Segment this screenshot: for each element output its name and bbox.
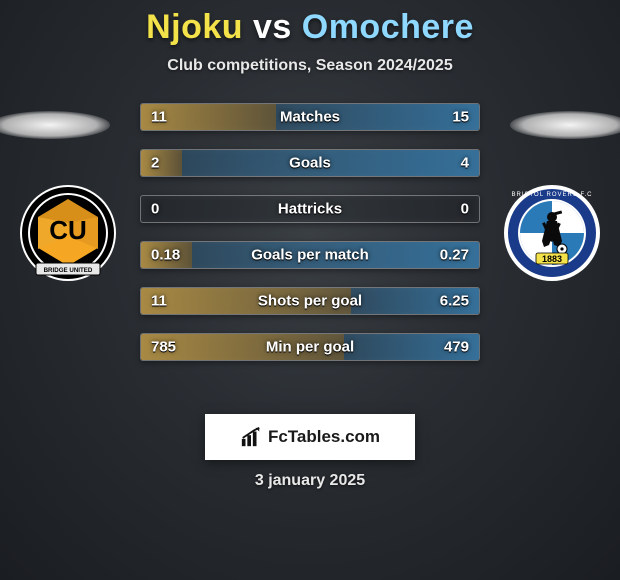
stat-bars: 11 Matches 15 2 Goals 4 0 Hattricks 0 [140,103,480,361]
cambridge-united-badge-icon: CU BRIDGE UNITED [18,183,118,283]
stat-row-min-per-goal: 785 Min per goal 479 [140,333,480,361]
platform-left [0,111,110,139]
club-crest-left: CU BRIDGE UNITED [18,183,118,283]
stat-value-right: 479 [444,339,469,356]
club-crest-right: 1883 BRISTOL ROVERS F.C [502,183,602,283]
page-title: Njoku vs Omochere [0,0,620,47]
badge-left-subtext: BRIDGE UNITED [44,267,93,274]
svg-text:BRISTOL ROVERS F.C: BRISTOL ROVERS F.C [511,192,592,198]
vs-text: vs [253,8,292,46]
badge-right-year: 1883 [542,254,562,264]
stat-row-matches: 11 Matches 15 [140,103,480,131]
stat-fill-left [141,150,182,176]
fctables-logo-icon [240,426,262,448]
watermark-text: FcTables.com [268,427,380,447]
stat-fill-left [141,288,351,314]
stat-value-right: 15 [452,109,469,126]
stat-value-right: 0.27 [440,247,469,264]
stat-value-right: 4 [461,155,469,172]
stat-fill-right [192,242,479,268]
stat-label: Hattricks [141,201,479,218]
stat-fill-right [276,104,479,130]
stat-value-right: 6.25 [440,293,469,310]
stat-fill-right [182,150,479,176]
stats-arena: CU BRIDGE UNITED [0,103,620,403]
watermark-link[interactable]: FcTables.com [205,414,415,460]
stat-row-shots-per-goal: 11 Shots per goal 6.25 [140,287,480,315]
stat-value-left: 11 [151,293,167,310]
badge-left-text: CU [49,215,87,245]
stat-value-left: 11 [151,109,167,126]
stat-value-right: 0 [461,201,469,218]
subtitle: Club competitions, Season 2024/2025 [0,57,620,75]
bristol-rovers-badge-icon: 1883 BRISTOL ROVERS F.C [502,183,602,283]
stat-value-left: 2 [151,155,159,172]
stat-value-left: 0 [151,201,159,218]
stat-value-left: 0.18 [151,247,180,264]
stat-row-goals-per-match: 0.18 Goals per match 0.27 [140,241,480,269]
player2-name: Omochere [302,8,474,46]
date-text: 3 january 2025 [0,472,620,490]
stat-row-goals: 2 Goals 4 [140,149,480,177]
player1-name: Njoku [146,8,243,46]
comparison-card: Njoku vs Omochere Club competitions, Sea… [0,0,620,580]
stat-value-left: 785 [151,339,176,356]
stat-row-hattricks: 0 Hattricks 0 [140,195,480,223]
platform-right [510,111,620,139]
